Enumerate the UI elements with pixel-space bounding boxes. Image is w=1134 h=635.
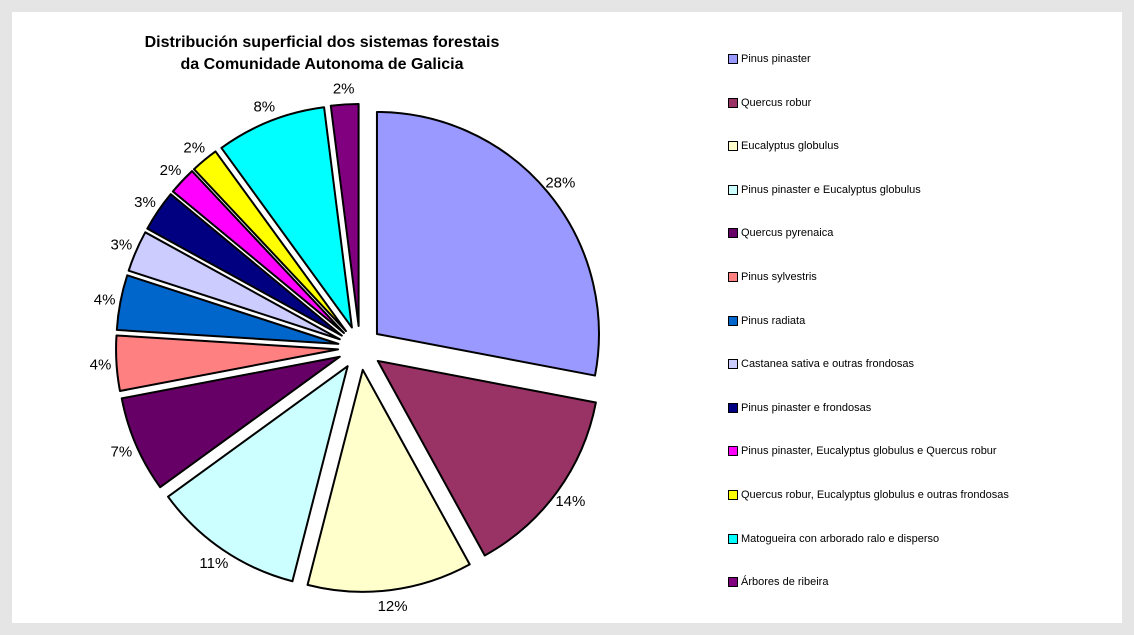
data-label-quercus-pyrenaica: 7% [111, 443, 133, 460]
pie-slice-arbores-de-ribeira [329, 103, 360, 328]
data-label-quercus-robur: 14% [555, 493, 585, 510]
pie-slice-matogueira-con-arborado-ralo-e-disperso [220, 106, 353, 329]
pie-slice-quercus-robur-eucalyptus-globulus-e-outras-frondosas [193, 150, 347, 333]
legend-swatch [728, 533, 738, 544]
data-label-matogueira-con-arborado-ralo-e-disperso: 8% [253, 98, 275, 115]
legend-item-arbores-de-ribeira: Árbores de ribeira [728, 571, 1009, 593]
legend-swatch [728, 315, 738, 326]
legend-swatch [728, 446, 738, 457]
legend-label: Pinus pinaster, Eucalyptus globulus e Qu… [741, 445, 997, 458]
data-label-pinus-pinaster-eucalyptus-globulus-e-quercus-robur: 2% [160, 162, 182, 179]
pie-slice-pinus-pinaster-e-frondosas [146, 193, 343, 337]
data-label-arbores-de-ribeira: 2% [333, 81, 355, 98]
legend-item-pinus-pinaster-e-eucalyptus-globulus: Pinus pinaster e Eucalyptus globulus [728, 179, 1009, 201]
pie-slice-quercus-pyrenaica [120, 355, 341, 489]
legend-label: Eucalyptus globulus [741, 140, 839, 153]
data-label-pinus-pinaster-e-frondosas: 3% [134, 194, 156, 211]
legend-label: Quercus robur [741, 96, 812, 109]
data-label-pinus-radiata: 4% [94, 291, 116, 308]
chart-title-line-1: Distribución superficial dos sistemas fo… [144, 34, 500, 51]
legend-swatch [728, 359, 738, 370]
legend-swatch [728, 402, 738, 413]
legend-item-pinus-sylvestris: Pinus sylvestris [728, 266, 1009, 288]
pie-slice-pinus-pinaster-e-eucalyptus-globulus [167, 365, 349, 583]
chart-canvas: Distribución superficial dos sistemas fo… [12, 12, 1122, 623]
legend-swatch [728, 97, 738, 108]
legend-swatch [728, 54, 738, 64]
legend-item-quercus-pyrenaica: Quercus pyrenaica [728, 222, 1009, 244]
legend-swatch [728, 184, 738, 195]
pie-slice-pinus-pinaster-eucalyptus-globulus-e-quercus-robur [171, 170, 345, 334]
data-label-pinus-pinaster-e-eucalyptus-globulus: 11% [199, 555, 228, 572]
chart-legend: Pinus pinaster Quercus robur Eucalyptus gl… [728, 48, 1009, 615]
legend-swatch [728, 489, 738, 500]
data-label-quercus-robur-eucalyptus-globulus-e-outras-frondosas: 2% [183, 140, 205, 157]
legend-swatch [728, 577, 738, 588]
legend-label: Pinus pinaster e Eucalyptus globulus [741, 183, 921, 196]
legend-label: Pinus pinaster [741, 53, 811, 65]
data-label-eucalyptus-globulus: 12% [378, 598, 408, 615]
legend-item-pinus-pinaster-eucalyptus-globulus-e-quercus-robur: Pinus pinaster, Eucalyptus globulus e Qu… [728, 440, 1009, 462]
legend-label: Quercus robur, Eucalyptus globulus e out… [741, 488, 1009, 501]
legend-swatch [728, 141, 738, 152]
data-label-pinus-sylvestris: 4% [90, 356, 112, 373]
data-label-castanea-sativa-e-outras-frondosas: 3% [111, 237, 133, 254]
pie-slice-pinus-sylvestris [115, 334, 340, 392]
pie-slice-pinus-radiata [115, 274, 340, 345]
legend-label: Pinus radiata [741, 314, 806, 327]
legend-label: Matogueira con arborado ralo e disperso [741, 532, 940, 545]
pie-slice-pinus-pinaster [375, 110, 600, 377]
legend-item-eucalyptus-globulus: Eucalyptus globulus [728, 135, 1009, 157]
chart-title-line-2: da Comunidade Autonoma de Galicia [180, 56, 464, 73]
legend-item-pinus-pinaster-e-frondosas: Pinus pinaster e frondosas [728, 397, 1009, 419]
pie-slice-eucalyptus-globulus [306, 368, 471, 593]
pie-slice-quercus-robur [376, 359, 597, 557]
legend-item-pinus-pinaster: Pinus pinaster [728, 48, 1009, 70]
legend-item-castanea-sativa-e-outras-frondosas: Castanea sativa e outras frondosas [728, 353, 1009, 375]
legend-label: Pinus sylvestris [741, 270, 817, 283]
legend-label: Castanea sativa e outras frondosas [741, 358, 915, 371]
legend-swatch [728, 228, 738, 239]
legend-item-quercus-robur: Quercus robur [728, 92, 1009, 114]
legend-item-quercus-robur-eucalyptus-globulus-e-outras-frondosas: Quercus robur, Eucalyptus globulus e out… [728, 484, 1009, 506]
chart-title: Distribución superficial dos sistemas fo… [42, 32, 602, 76]
pie-slice-castanea-sativa-e-outras-frondosas [127, 231, 341, 341]
data-label-pinus-pinaster: 28% [545, 174, 575, 191]
legend-item-pinus-radiata: Pinus radiata [728, 310, 1009, 332]
legend-item-matogueira-con-arborado-ralo-e-disperso: Matogueira con arborado ralo e disperso [728, 528, 1009, 550]
legend-label: Pinus pinaster e frondosas [741, 401, 872, 414]
legend-swatch [728, 271, 738, 282]
pie-chart: 28%14%12%11%7%4%4%3%3%2%2%8%2% [90, 81, 600, 615]
legend-label: Árbores de ribeira [741, 576, 829, 589]
legend-label: Quercus pyrenaica [741, 227, 834, 240]
